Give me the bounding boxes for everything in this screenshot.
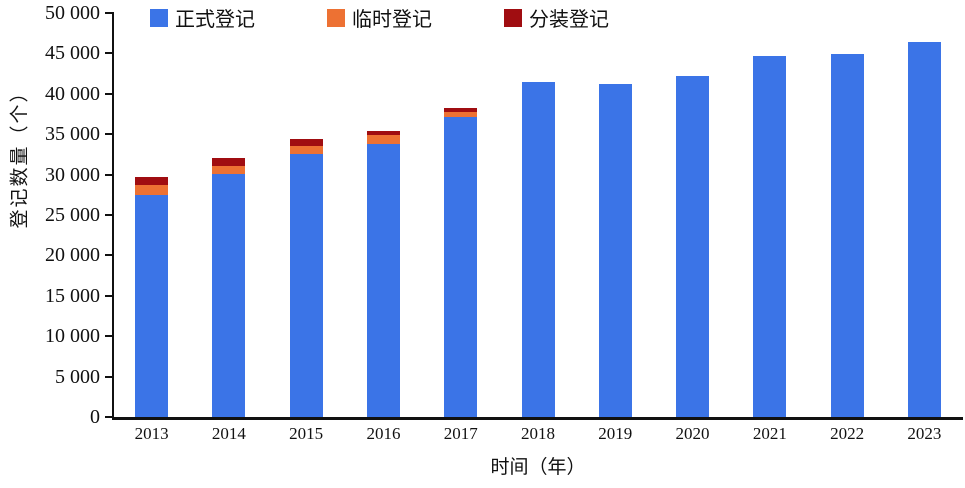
y-tick-label: 0 <box>90 406 100 428</box>
y-axis-tick <box>105 375 113 378</box>
legend-item-0: 正式登记 <box>150 3 255 32</box>
bar-segment-2015 <box>289 146 323 155</box>
y-axis-tick <box>105 173 113 176</box>
bar-segment-2013 <box>135 184 169 195</box>
bar-segment-2014 <box>212 165 246 174</box>
bar-segment-2016 <box>366 143 400 417</box>
bar-segment-2022 <box>830 54 864 417</box>
x-tick-label-2016: 2016 <box>366 424 401 443</box>
y-tick-label: 10 000 <box>45 325 100 348</box>
y-axis-tick <box>105 214 113 216</box>
y-axis-tick <box>105 335 113 338</box>
y-axis-tick <box>105 294 113 297</box>
bar-segment-2020 <box>676 76 710 417</box>
legend-label: 正式登记 <box>175 9 255 31</box>
y-tick-label: 40 000 <box>45 82 100 105</box>
y-axis-tick <box>105 92 113 95</box>
bar-segment-2015 <box>289 154 323 417</box>
bar-segment-2017 <box>444 112 478 118</box>
legend-swatch-icon <box>504 8 522 27</box>
bar-segment-2013 <box>135 194 169 417</box>
y-axis-tick <box>105 133 113 136</box>
legend-swatch-icon <box>327 8 345 27</box>
bar-segment-2018 <box>521 82 555 417</box>
x-tick-label-2022: 2022 <box>830 424 865 443</box>
x-tick-label-2019: 2019 <box>598 424 633 443</box>
y-tick-label: 15 000 <box>45 284 100 307</box>
bar-segment-2014 <box>212 173 246 417</box>
legend-swatch-icon <box>150 8 168 27</box>
y-tick-label: 30 000 <box>45 163 100 186</box>
x-tick-label-2018: 2018 <box>521 424 555 443</box>
x-tick-label-2017: 2017 <box>443 424 478 443</box>
bar-segment-2023 <box>907 42 941 417</box>
bar-segment-2016 <box>366 130 400 135</box>
legend-item-1: 临时登记 <box>327 3 432 32</box>
bar-segment-2015 <box>289 139 323 147</box>
y-axis-line <box>112 12 114 419</box>
x-axis-title: 时间（年） <box>490 457 586 478</box>
bar-segment-2017 <box>444 108 478 113</box>
legend-item-2: 分装登记 <box>504 3 609 32</box>
y-tick-label: 45 000 <box>45 42 100 65</box>
y-tick-label: 25 000 <box>45 204 100 226</box>
bar-segment-2016 <box>366 135 400 144</box>
bar-segment-2019 <box>598 84 632 417</box>
y-axis-tick <box>105 254 113 257</box>
legend: 正式登记 临时登记 分装登记 <box>150 3 609 32</box>
legend-label: 分装登记 <box>529 9 609 31</box>
y-tick-label: 20 000 <box>45 244 100 267</box>
bar-segment-2013 <box>135 177 169 185</box>
y-axis-tick <box>105 12 113 14</box>
y-axis-tick <box>105 416 113 418</box>
x-axis-line <box>112 417 963 420</box>
x-tick-label-2013: 2013 <box>134 424 169 443</box>
x-tick-label-2015: 2015 <box>289 424 324 443</box>
bar-segment-2021 <box>753 55 787 417</box>
y-tick-label: 5 000 <box>55 365 100 388</box>
x-tick-label-2014: 2014 <box>211 424 246 443</box>
bar-segment-2017 <box>444 117 478 417</box>
x-tick-label-2021: 2021 <box>752 424 787 443</box>
legend-label: 临时登记 <box>352 9 432 31</box>
x-tick-label-2020: 2020 <box>675 424 710 443</box>
y-tick-label: 35 000 <box>45 123 100 146</box>
x-tick-label-2023: 2023 <box>907 424 942 443</box>
y-axis-tick <box>105 52 113 55</box>
y-tick-label: 50 000 <box>45 2 100 24</box>
bar-segment-2014 <box>212 158 246 166</box>
